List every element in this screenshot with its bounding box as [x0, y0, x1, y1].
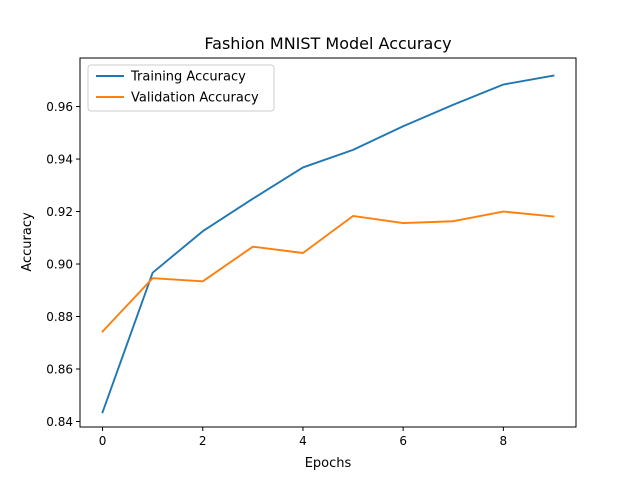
- y-tick-label: 0.86: [46, 362, 73, 376]
- x-tick-label: 8: [500, 434, 508, 448]
- y-tick-label: 0.96: [46, 100, 73, 114]
- x-tick-label: 4: [299, 434, 307, 448]
- x-tick-label: 6: [399, 434, 407, 448]
- y-tick-label: 0.88: [46, 310, 73, 324]
- x-tick-label: 2: [199, 434, 207, 448]
- y-tick-label: 0.92: [46, 205, 73, 219]
- y-tick-label: 0.90: [46, 258, 73, 272]
- legend-box: [87, 64, 275, 112]
- axes-frame: [79, 57, 577, 428]
- series-line-validation: [101, 210, 555, 333]
- legend-label-validation: Validation Accuracy: [131, 91, 259, 106]
- legend-label-training: Training Accuracy: [130, 70, 246, 85]
- y-axis-label: Accuracy: [20, 212, 35, 272]
- x-tick-label: 0: [99, 434, 107, 448]
- plot-area: 0 2 4 6 8 0.84 0.86 0.88 0.90 0.92 0.94 0.96 Trainin…: [46, 57, 577, 448]
- chart-title: Fashion MNIST Model Accuracy: [204, 34, 451, 53]
- y-tick-label: 0.94: [46, 153, 73, 167]
- series-line-training: [101, 74, 555, 414]
- y-tick-label: 0.84: [46, 415, 73, 429]
- x-axis-label: Epochs: [305, 456, 352, 471]
